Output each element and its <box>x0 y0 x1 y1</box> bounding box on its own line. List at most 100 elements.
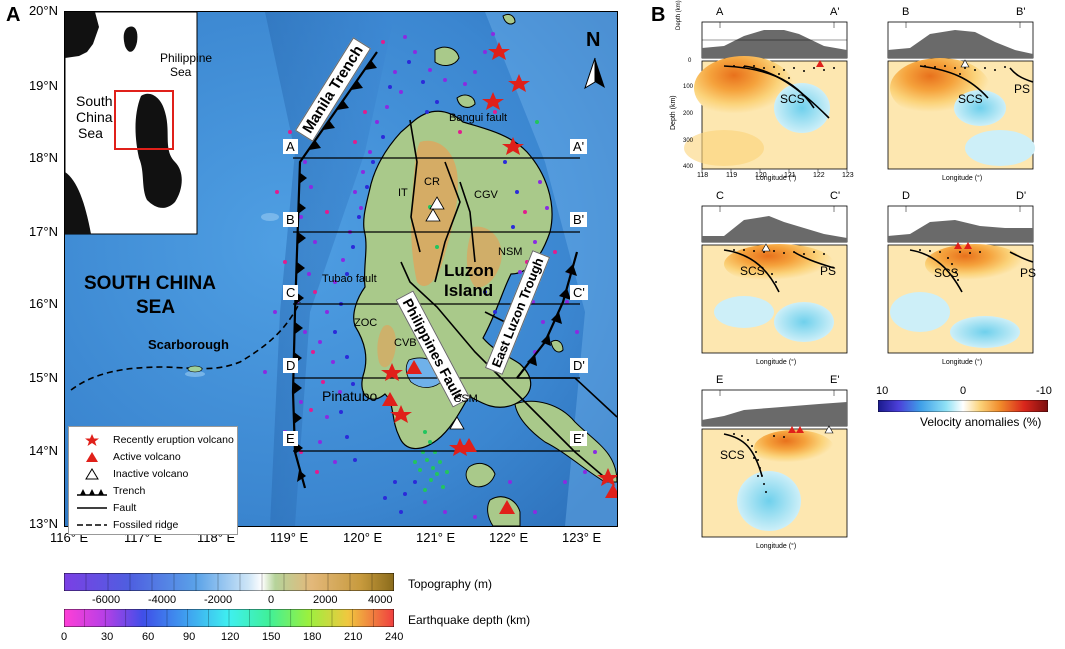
recent-volcano-star <box>482 92 504 110</box>
slab-label: PS <box>820 264 837 278</box>
sec-c-right: C' <box>830 190 841 202</box>
lon-label-120: 120° E <box>343 530 383 545</box>
inset-map <box>65 12 198 235</box>
velocity-tick: 10 <box>876 385 889 397</box>
velocity-tick: -10 <box>1036 385 1052 397</box>
longitude-axis-label: Longitude (°) <box>942 359 983 366</box>
legend-label: Inactive volcano <box>113 468 189 480</box>
lat-label-19: 19°N <box>28 78 58 93</box>
panel-a-label: A <box>6 4 21 26</box>
fault-icon <box>77 507 107 509</box>
inset-borneo <box>65 172 91 234</box>
velocity-title: Velocity anomalies (%) <box>920 415 1042 429</box>
inset-taiwan <box>123 26 138 52</box>
lon-tick: 118 <box>697 172 709 179</box>
topo-tick: 2000 <box>313 594 338 606</box>
volcanoes <box>381 42 617 514</box>
small-island <box>465 463 496 488</box>
lon-tick: 122 <box>813 172 825 179</box>
eq-tick: 180 <box>303 631 322 643</box>
earthquake-depth-colorbar <box>64 609 394 627</box>
velocity-tick: 0 <box>960 385 967 397</box>
inset-study-box <box>114 90 174 150</box>
legend-label: Fault <box>113 502 137 514</box>
lon-label-121: 121° E <box>416 530 456 545</box>
sec-d-right: D' <box>1016 190 1027 202</box>
topo-tick: 4000 <box>368 594 393 606</box>
inactive-volcano <box>429 196 445 210</box>
zambales-highlands <box>377 324 396 368</box>
depth-tick: 0 <box>688 58 692 64</box>
scarborough-shoal <box>187 365 203 373</box>
slab-label: SCS <box>780 92 805 106</box>
topo-tick: -4000 <box>148 594 177 606</box>
active-volcano <box>461 438 477 452</box>
section-c <box>701 205 848 354</box>
babuyan-island <box>434 46 460 66</box>
open-triangle-icon <box>85 468 99 480</box>
legend-label: Fossiled ridge <box>113 519 179 531</box>
recent-volcano-star <box>390 405 412 423</box>
lat-label-14: 14°N <box>28 443 58 458</box>
inset-philippines <box>135 93 182 208</box>
longitude-axis-label: Longitude (°) <box>756 359 797 366</box>
topography-colorbar <box>64 573 394 591</box>
sec-a-left: A <box>716 6 724 18</box>
eq-tick: 60 <box>142 631 155 643</box>
slab-label: SCS <box>958 92 983 106</box>
inactive-volcano <box>449 416 465 430</box>
lat-label-18: 18°N <box>28 150 58 165</box>
ridge-icon <box>77 524 107 526</box>
depth-tick: 400 <box>683 164 694 170</box>
legend-label: Trench <box>113 485 146 497</box>
topo-tick: -6000 <box>92 594 121 606</box>
seamount <box>261 213 279 221</box>
active-volcano <box>382 392 398 406</box>
depth-tick: 300 <box>683 138 694 144</box>
seamount <box>185 371 205 377</box>
trench-icon <box>77 489 107 496</box>
inactive-volcano <box>425 208 441 222</box>
legend-label: Recently eruption volcano <box>113 434 234 446</box>
earthquake-depth-title: Earthquake depth (km) <box>408 613 531 627</box>
depth-tick: 200 <box>683 111 694 117</box>
eq-tick: 0 <box>61 631 68 643</box>
slab-label: SCS <box>934 266 959 280</box>
calayan-island <box>456 94 476 108</box>
legend-row: Fault <box>69 502 237 514</box>
section-a <box>684 21 848 172</box>
eq-tick: 150 <box>262 631 281 643</box>
bicol-peninsula <box>514 400 617 483</box>
recent-volcano-star <box>502 137 524 155</box>
batanes-island <box>502 13 516 25</box>
recent-volcano-star <box>488 42 510 60</box>
longitude-axis-label: Longitude (°) <box>756 175 797 182</box>
sec-a-right: A' <box>830 6 840 18</box>
section-d <box>887 205 1034 354</box>
lat-label-20: 20°N <box>28 3 58 18</box>
legend-row: Recently eruption volcano <box>69 434 237 446</box>
recent-volcano-star <box>597 468 617 486</box>
sec-e-left: E <box>716 374 724 386</box>
depth-tick: 100 <box>683 84 694 90</box>
legend-label: Active volcano <box>113 451 181 463</box>
sec-c-left: C <box>716 190 724 202</box>
north-arrow-icon <box>584 57 605 90</box>
depth-axis-label: Depth (km) <box>670 95 677 130</box>
inset-china-coast <box>65 12 99 58</box>
lat-label-16: 16°N <box>28 296 58 311</box>
longitude-axis-label: Longitude (°) <box>942 175 983 182</box>
active-volcano <box>499 500 515 514</box>
topography-title: Topography (m) <box>408 577 493 591</box>
legend-row: Active volcano <box>69 451 237 463</box>
topo-tick: 0 <box>268 594 275 606</box>
legend-row: Fossiled ridge <box>69 519 237 531</box>
legend-row: Trench <box>69 485 237 497</box>
lat-label-15: 15°N <box>28 370 58 385</box>
section-b <box>887 21 1035 170</box>
panel-b-label: B <box>651 4 666 26</box>
eq-tick: 30 <box>101 631 114 643</box>
lon-tick: 120 <box>755 172 767 179</box>
lon-label-123: 123° E <box>562 530 602 545</box>
eq-tick: 240 <box>385 631 404 643</box>
